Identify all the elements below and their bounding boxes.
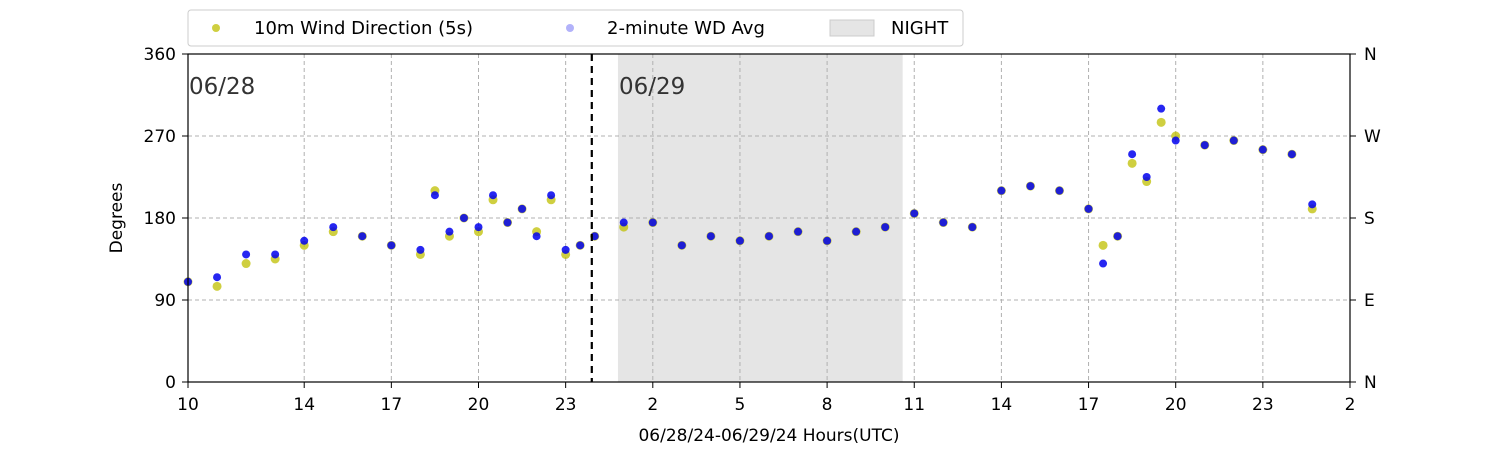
- y-tick-label-left: 180: [144, 209, 176, 229]
- data-point: [213, 273, 222, 282]
- data-point: [1099, 259, 1108, 268]
- x-tick-label: 11: [903, 395, 925, 415]
- data-point: [1156, 117, 1166, 127]
- y-tick-label-left: 90: [154, 291, 176, 311]
- data-point: [852, 227, 861, 236]
- data-point: [474, 223, 483, 232]
- y-tick-label-right: N: [1364, 373, 1377, 393]
- x-tick-label: 14: [991, 395, 1013, 415]
- data-point: [416, 245, 425, 254]
- legend-label-wd-avg: 2-minute WD Avg: [607, 18, 765, 39]
- data-point: [329, 223, 338, 232]
- x-tick-label: 17: [381, 395, 403, 415]
- data-point: [1200, 141, 1209, 150]
- y-tick-label-right: E: [1364, 291, 1375, 311]
- data-point: [547, 191, 556, 200]
- data-point: [518, 204, 527, 213]
- data-point: [459, 214, 468, 222]
- data-point: [1258, 145, 1267, 154]
- x-tick-label: 14: [293, 395, 315, 415]
- legend-marker-wind-direction: [212, 24, 220, 32]
- data-point: [939, 218, 948, 227]
- data-point: [997, 186, 1006, 195]
- data-point: [430, 191, 439, 200]
- data-point: [1287, 150, 1296, 159]
- data-point: [968, 223, 977, 232]
- data-point: [619, 218, 628, 227]
- data-point: [561, 245, 570, 254]
- y-tick-label-left: 0: [165, 373, 176, 393]
- data-point: [881, 223, 890, 232]
- data-point: [1084, 204, 1093, 213]
- data-point: [823, 236, 832, 245]
- x-tick-label: 20: [468, 395, 490, 415]
- legend: 10m Wind Direction (5s) 2-minute WD Avg …: [187, 9, 964, 47]
- data-point: [735, 236, 744, 245]
- data-point: [1229, 136, 1238, 145]
- day-label: 06/28: [189, 74, 255, 100]
- data-point: [503, 218, 512, 227]
- x-tick-label: 2: [1345, 395, 1356, 415]
- data-point: [1127, 158, 1137, 168]
- x-tick-label: 23: [1252, 395, 1274, 415]
- legend-marker-wd-avg: [566, 24, 574, 32]
- x-tick-label: 5: [735, 395, 746, 415]
- data-point: [1055, 186, 1064, 195]
- grid-layer: [188, 54, 1350, 382]
- data-point: [706, 232, 715, 241]
- x-tick-label: 2: [647, 395, 658, 415]
- data-point: [765, 232, 773, 241]
- x-tick-label: 8: [822, 395, 833, 415]
- data-point: [212, 281, 222, 291]
- data-point: [576, 241, 585, 250]
- legend-label-night: NIGHT: [891, 18, 949, 39]
- series-layer: [183, 104, 1317, 291]
- x-tick-label: 17: [1078, 395, 1100, 415]
- data-point: [677, 241, 686, 250]
- data-point: [1113, 232, 1122, 241]
- y-tick-label-left: 360: [144, 45, 176, 65]
- y-tick-label-right: N: [1364, 45, 1377, 65]
- y-tick-label-right: S: [1364, 209, 1375, 229]
- x-tick-label: 23: [555, 395, 577, 415]
- data-point: [910, 209, 919, 218]
- data-point: [242, 250, 251, 259]
- data-point: [794, 227, 803, 236]
- data-point: [445, 227, 454, 236]
- y-tick-label-left: 270: [144, 127, 176, 147]
- legend-box: [187, 9, 964, 47]
- x-tick-label: 20: [1165, 395, 1187, 415]
- data-point: [1098, 240, 1108, 250]
- data-point: [1128, 150, 1137, 159]
- data-point: [532, 232, 541, 241]
- legend-label-wind-direction: 10m Wind Direction (5s): [254, 18, 473, 39]
- data-point: [1157, 104, 1166, 113]
- data-point: [1171, 136, 1180, 145]
- data-point: [1142, 173, 1151, 181]
- data-point: [1308, 200, 1317, 209]
- data-point: [241, 259, 251, 269]
- data-point: [489, 191, 498, 200]
- day-label: 06/29: [619, 74, 685, 100]
- annotation-layer: 06/28 06/29: [189, 54, 685, 382]
- data-point: [358, 232, 367, 241]
- x-axis-label: 06/28/24-06/29/24 Hours(UTC): [638, 426, 899, 446]
- data-point: [1026, 182, 1035, 191]
- data-point: [648, 218, 657, 227]
- x-tick-label: 10: [177, 395, 199, 415]
- legend-marker-night: [829, 19, 875, 37]
- series-1: [184, 104, 1317, 286]
- y-tick-label-right: W: [1364, 127, 1381, 147]
- data-point: [271, 250, 280, 259]
- y-axis-label: Degrees: [107, 182, 127, 253]
- data-point: [300, 236, 309, 245]
- data-point: [387, 241, 396, 250]
